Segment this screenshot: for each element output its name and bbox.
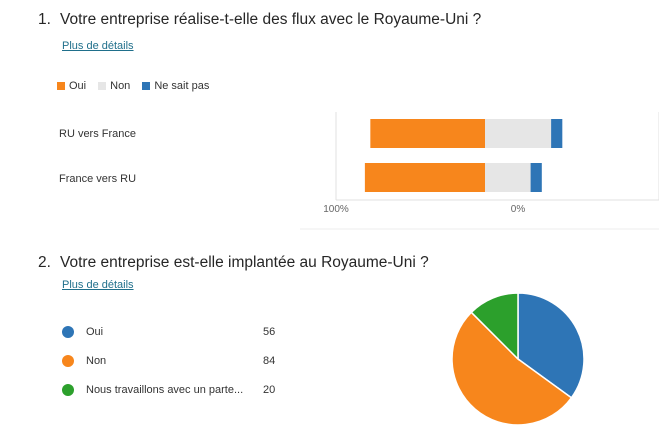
bar-oui-1 <box>364 163 485 192</box>
bar-category-label-1: France vers RU <box>59 173 137 185</box>
legend-item-ne-sait-pas: Ne sait pas <box>142 80 209 92</box>
question-2-number: 2. <box>38 254 51 271</box>
legend-item-oui: Oui <box>57 80 86 92</box>
bar-category-label-0: RU vers France <box>59 128 137 140</box>
bar-oui-0 <box>370 119 485 148</box>
bar-ne-sait-pas-1 <box>530 163 542 192</box>
legend-label-oui: Oui <box>69 80 87 92</box>
pie-legend-dot-non <box>62 355 74 367</box>
tick-label-100: 100% <box>323 204 349 215</box>
question-2-details-link[interactable]: Plus de détails <box>62 279 134 291</box>
pie-legend-label-non: Non <box>86 355 107 367</box>
pie-legend-item-oui: Oui 56 <box>62 326 277 338</box>
pie-legend-label-partenaire: Nous travaillons avec un parte... <box>86 384 244 396</box>
pie-legend-dot-oui <box>62 326 74 338</box>
stacked-bar-chart: 100% 0% <box>300 112 659 230</box>
legend-label-non: Non <box>110 80 131 92</box>
bar-ne-sait-pas-0 <box>551 119 563 148</box>
pie-slice-partenaire <box>470 292 519 361</box>
pie-legend-label-oui: Oui <box>86 326 104 338</box>
question-2-title: 2. Votre entreprise est-elle implantée au… <box>38 254 429 272</box>
bar-legend: Oui Non Ne sait pas <box>57 80 221 92</box>
legend-swatch-oui <box>57 82 65 90</box>
pie-legend-count-non: 84 <box>263 355 276 367</box>
legend-swatch-non <box>98 82 107 90</box>
bar-non-0 <box>485 119 552 148</box>
legend-item-non: Non <box>98 80 130 92</box>
pie-legend-item-non: Non 84 <box>62 355 277 367</box>
question-1-details-link[interactable]: Plus de détails <box>62 40 134 52</box>
pie-slice-non <box>451 311 573 426</box>
pie-legend-item-partenaire: Nous travaillons avec un parte... 20 <box>62 384 277 396</box>
legend-label-ne-sait-pas: Ne sait pas <box>154 80 210 92</box>
legend-swatch-ne-sait-pas <box>142 82 151 90</box>
pie-legend-count-oui: 56 <box>263 326 276 338</box>
question-2-text: Votre entreprise est-elle implantée au R… <box>60 254 429 271</box>
bar-non-1 <box>485 163 531 192</box>
pie-slice-oui <box>517 292 585 399</box>
question-1-text: Votre entreprise réalise-t-elle des flux… <box>60 11 482 28</box>
question-1-number: 1. <box>38 11 51 28</box>
tick-label-0: 0% <box>511 204 526 215</box>
pie-legend-dot-partenaire <box>62 384 74 396</box>
question-1-title: 1. Votre entreprise réalise-t-elle des fl… <box>38 11 481 29</box>
pie-legend-count-partenaire: 20 <box>263 384 276 396</box>
